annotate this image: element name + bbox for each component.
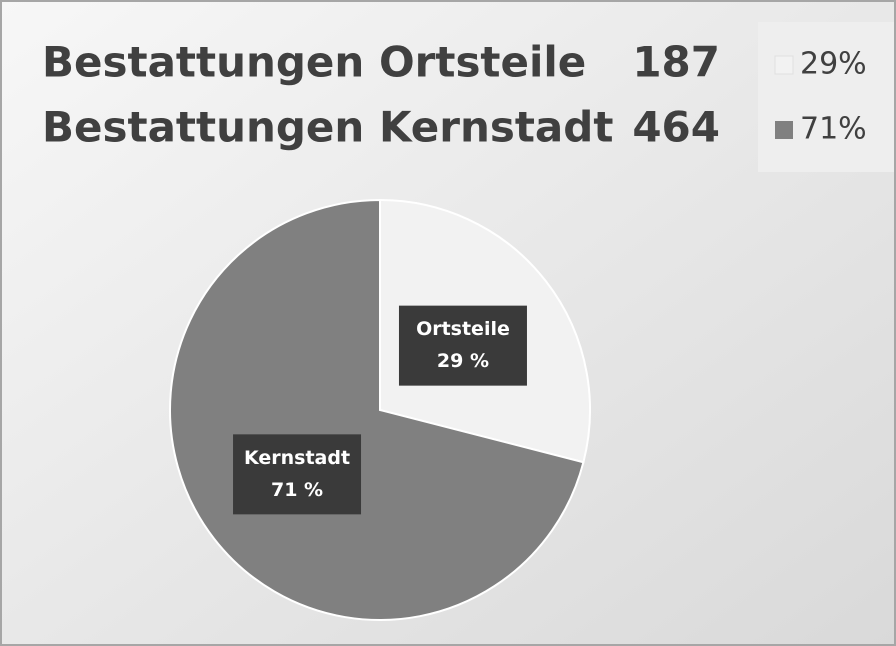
slice-value: 29 %	[437, 350, 489, 372]
legend-label: 29%	[800, 47, 867, 82]
row-value: 187	[632, 38, 720, 87]
slice-value: 71 %	[271, 479, 323, 501]
legend-box	[758, 22, 894, 172]
legend-swatch	[774, 55, 794, 75]
pie-slice	[169, 198, 585, 621]
row-label: Bestattungen Kernstadt	[42, 103, 613, 152]
row-label: Bestattungen Ortsteile	[42, 38, 586, 87]
label-box	[398, 305, 527, 386]
label-box	[233, 434, 362, 515]
legend-swatch	[775, 121, 793, 139]
legend-label: 71%	[800, 112, 867, 147]
slice-label: Ortsteile	[416, 318, 510, 340]
slice-label: Kernstadt	[244, 447, 350, 469]
row-value: 464	[632, 103, 720, 152]
